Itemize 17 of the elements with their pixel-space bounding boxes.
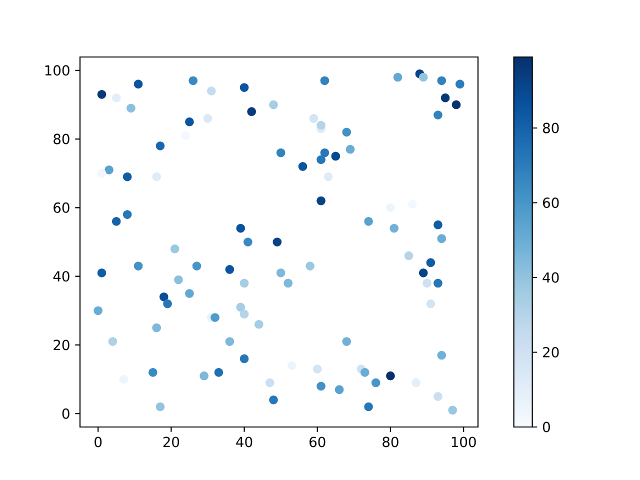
- color-bar-label: 40: [542, 272, 559, 283]
- y-tick-label: 40: [53, 271, 70, 282]
- y-tick-label: 100: [45, 65, 70, 76]
- y-tick-label: 20: [54, 340, 70, 350]
- color-bar-label: 0: [542, 422, 550, 432]
- color-bar-label: 60: [543, 198, 559, 208]
- x-tick-label: 20: [163, 436, 180, 448]
- color-bar-label: 20: [543, 347, 559, 358]
- x-tick-label: 60: [310, 436, 326, 448]
- color-bar-label: 80: [542, 122, 559, 134]
- x-tick-label: 0: [94, 436, 102, 448]
- x-tick-label: 100: [452, 436, 476, 448]
- x-tick-label: 40: [236, 436, 252, 448]
- y-tick-label: 60: [54, 202, 70, 213]
- y-tick-label: 0: [62, 408, 70, 419]
- y-tick-label: 80: [54, 134, 70, 144]
- x-tick-label: 80: [382, 436, 398, 448]
